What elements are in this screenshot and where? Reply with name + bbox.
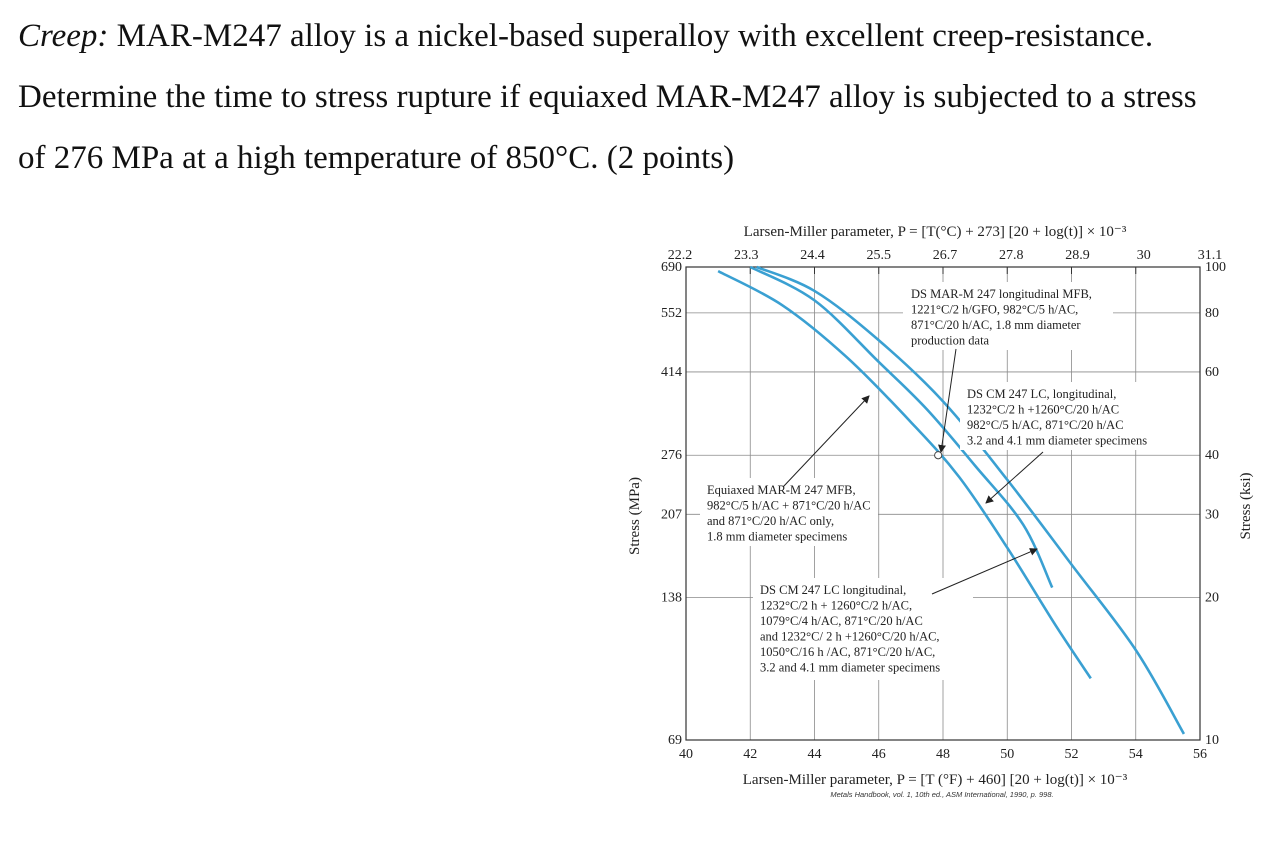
annotation-line: 1232°C/2 h +1260°C/20 h/AC	[967, 403, 1119, 417]
annotation-line: 982°C/5 h/AC + 871°C/20 h/AC	[707, 499, 871, 513]
right-axis-title: Stress (ksi)	[1238, 472, 1254, 539]
top-x-tick-label: 27.8	[999, 248, 1024, 263]
annotation-line: Equiaxed MAR-M 247 MFB,	[707, 483, 856, 497]
x-tick-label: 46	[872, 747, 886, 762]
right-y-tick-label: 60	[1205, 365, 1219, 380]
annotation-leader-arrow	[931, 548, 1038, 595]
annotation-leader-arrow	[782, 395, 870, 488]
left-axis-title: Stress (MPa)	[627, 477, 643, 555]
annotation-leader-arrow	[938, 348, 957, 453]
annotation-line: DS CM 247 LC, longitudinal,	[967, 387, 1116, 401]
question-text: Creep: MAR-M247 alloy is a nickel-based …	[18, 6, 1268, 189]
x-tick-label: 54	[1129, 747, 1143, 762]
left-y-tick-label: 69	[668, 733, 682, 748]
annotation-line: 3.2 and 4.1 mm diameter specimens	[967, 434, 1147, 448]
question-line-3: of 276 MPa at a high temperature of 850°…	[18, 140, 735, 176]
top-x-tick-label: 25.5	[867, 248, 892, 263]
annotation-line: 1232°C/2 h + 1260°C/2 h/AC,	[760, 599, 912, 613]
top-x-tick-label: 22.2	[668, 248, 693, 263]
left-y-tick-label: 552	[661, 306, 682, 321]
annotation-line: 982°C/5 h/AC, 871°C/20 h/AC	[967, 418, 1124, 432]
source-citation: Metals Handbook, vol. 1, 10th ed., ASM I…	[830, 790, 1053, 799]
top-x-tick-label: 23.3	[734, 248, 759, 263]
annotation-leader-arrow	[985, 451, 1044, 504]
left-y-tick-label: 276	[661, 448, 682, 463]
rupture-curve-3	[756, 265, 1186, 735]
annotation-background	[960, 382, 1182, 450]
right-y-tick-label: 20	[1205, 591, 1219, 606]
x-tick-label: 52	[1065, 747, 1079, 762]
right-y-tick-label: 30	[1205, 507, 1219, 522]
annotation-line: DS CM 247 LC longitudinal,	[760, 583, 906, 597]
annotation-background	[903, 282, 1113, 350]
annotation-line: and 871°C/20 h/AC only,	[707, 514, 834, 528]
left-y-tick-label: 207	[661, 507, 682, 522]
annotation-1: DS MAR-M 247 longitudinal MFB, 1221°C/2 h…	[911, 287, 1092, 348]
x-tick-label: 56	[1193, 747, 1207, 762]
top-x-tick-label: 31.1	[1198, 248, 1223, 263]
right-y-tick-label: 100	[1205, 260, 1226, 275]
annotation-line: DS MAR-M 247 longitudinal MFB,	[911, 287, 1092, 301]
top-x-tick-label: 28.9	[1065, 248, 1090, 263]
right-y-tick-label: 40	[1205, 448, 1219, 463]
annotation-line: 871°C/20 h/AC, 1.8 mm diameter	[911, 318, 1081, 332]
data-marker-circle	[934, 451, 943, 460]
top-axis-title: Larsen-Miller parameter, P = [T(°C) + 27…	[744, 224, 1127, 240]
right-y-tick-label: 80	[1205, 306, 1219, 321]
plot-frame	[685, 266, 1201, 741]
x-tick-label: 48	[936, 747, 950, 762]
rupture-curve-1	[717, 270, 1092, 680]
left-y-tick-label: 690	[661, 260, 682, 275]
annotation-line: production data	[911, 334, 990, 348]
grid	[685, 266, 1201, 741]
annotation-line: 1221°C/2 h/GFO, 982°C/5 h/AC,	[911, 303, 1078, 317]
x-tick-label: 50	[1000, 747, 1014, 762]
right-y-tick-label: 10	[1205, 733, 1219, 748]
annotation-3: Equiaxed MAR-M 247 MFB, 982°C/5 h/AC + 87…	[707, 483, 871, 544]
annotation-background	[700, 478, 878, 546]
left-y-tick-label: 414	[661, 365, 682, 380]
question-line-2: Determine the time to stress rupture if …	[18, 79, 1197, 115]
annotation-background	[753, 578, 973, 680]
x-tick-label: 40	[679, 747, 693, 762]
top-x-tick-label: 24.4	[800, 248, 825, 263]
annotation-line: 3.2 and 4.1 mm diameter specimens	[760, 661, 940, 675]
question-line-1-text: MAR-M247 alloy is a nickel-based superal…	[108, 18, 1154, 54]
x-tick-label: 44	[808, 747, 822, 762]
question-topic: Creep:	[18, 18, 109, 54]
annotation-line: 1.8 mm diameter specimens	[707, 530, 847, 544]
annotation-4: DS CM 247 LC longitudinal, 1232°C/2 h + 1…	[760, 583, 940, 675]
question-line-1: Creep: MAR-M247 alloy is a nickel-based …	[18, 6, 1268, 67]
x-tick-label: 42	[743, 747, 757, 762]
annotation-line: 1050°C/16 h /AC, 871°C/20 h/AC,	[760, 645, 935, 659]
annotation-line: 1079°C/4 h/AC, 871°C/20 h/AC	[760, 614, 923, 628]
rupture-curve-2	[749, 265, 1054, 589]
bottom-axis-title: Larsen-Miller parameter, P = [T (°F) + 4…	[743, 772, 1128, 788]
annotation-line: and 1232°C/ 2 h +1260°C/20 h/AC,	[760, 630, 940, 644]
left-y-tick-label: 138	[661, 591, 682, 606]
top-x-tick-label: 26.7	[933, 248, 958, 263]
top-x-tick-label: 30	[1137, 248, 1151, 263]
annotation-2: DS CM 247 LC, longitudinal, 1232°C/2 h +1…	[967, 387, 1147, 448]
